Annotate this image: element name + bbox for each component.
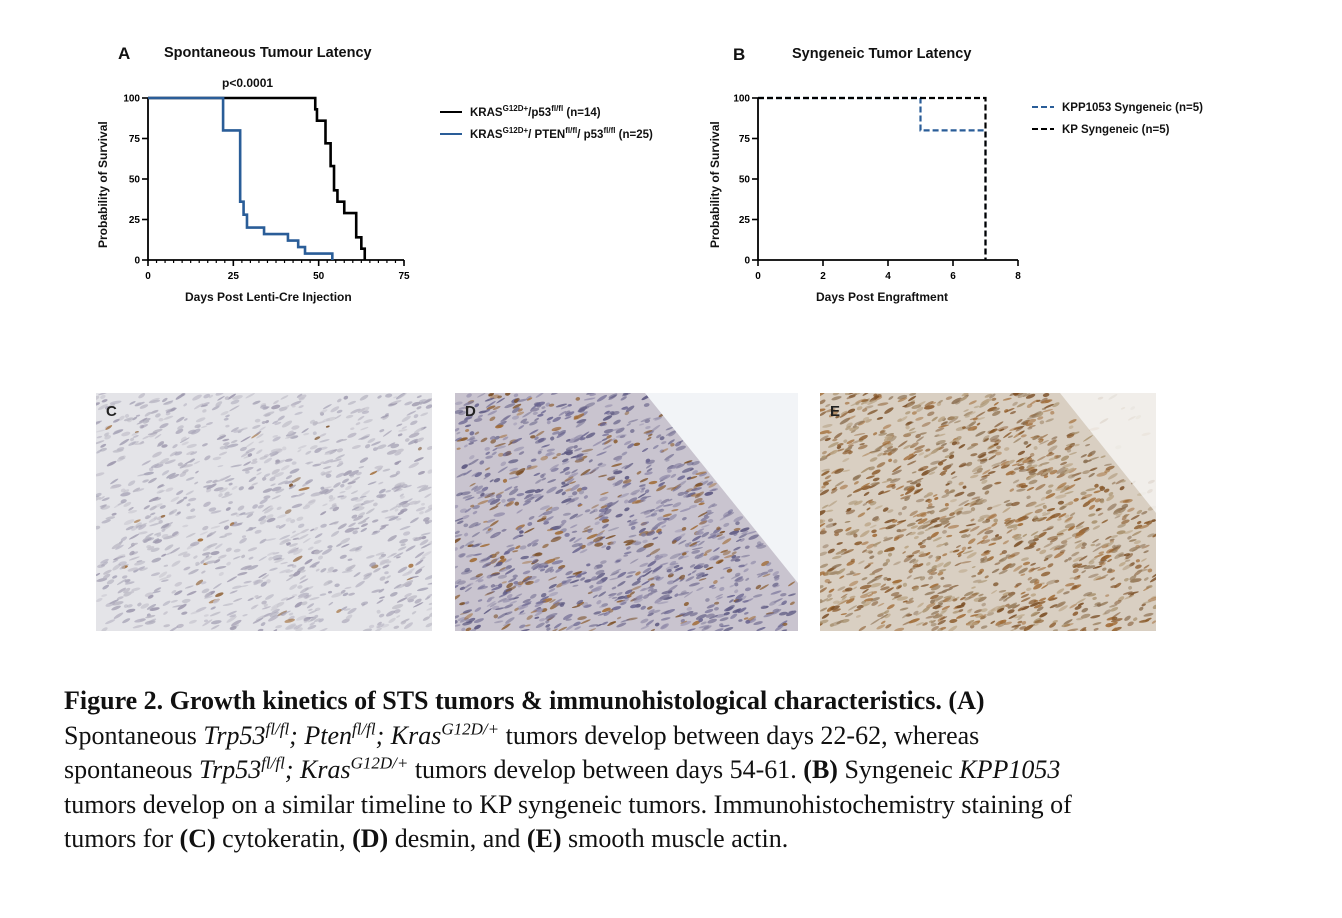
panel-b-xlabel: Days Post Engraftment xyxy=(816,290,949,304)
tissue-cells xyxy=(820,393,1156,631)
y-tick-label: 100 xyxy=(733,94,750,105)
panel-a-legend: KRASG12D+/p53fl/fl (n=14) KRASG12D+/ PTE… xyxy=(440,98,653,142)
panel-a-xlabel: Days Post Lenti-Cre Injection xyxy=(185,290,352,304)
x-tick-label: 25 xyxy=(228,271,240,282)
legend-item-kpp1053: KPP1053 Syngeneic (n=5) xyxy=(1032,97,1203,119)
series-1-line xyxy=(758,96,987,260)
histology-image-e: E xyxy=(820,393,1156,631)
y-tick-label: 100 xyxy=(123,94,140,105)
panel-b-letter: B xyxy=(733,45,746,64)
legend-item-kpp: KRASG12D+/ PTENfl/fl/ p53fl/fl (n=25) xyxy=(440,120,653,142)
series-2-line xyxy=(758,96,987,260)
legend-item-kp: KRASG12D+/p53fl/fl (n=14) xyxy=(440,98,653,120)
x-tick-label: 6 xyxy=(950,271,956,282)
histology-image-c: C xyxy=(96,393,432,631)
panel-a-pvalue: p<0.0001 xyxy=(222,76,274,90)
tissue-cells xyxy=(96,393,432,631)
series-2-line xyxy=(148,96,334,260)
panel-a-letter: A xyxy=(118,44,131,63)
slide-background xyxy=(645,393,798,583)
y-tick-label: 0 xyxy=(134,256,140,267)
x-tick-label: 2 xyxy=(820,271,826,282)
y-tick-label: 0 xyxy=(744,256,750,267)
histology-label-e: E xyxy=(830,403,841,420)
legend-swatch-black-dashed xyxy=(1032,127,1054,130)
legend-item-kp-syngeneic: KP Syngeneic (n=5) xyxy=(1032,119,1203,141)
panel-a-title: Spontaneous Tumour Latency xyxy=(164,45,372,61)
caption-title: Figure 2. Growth kinetics of STS tumors … xyxy=(64,686,985,715)
x-tick-label: 4 xyxy=(885,271,891,282)
x-tick-label: 0 xyxy=(145,271,151,282)
series-1-line xyxy=(148,96,367,260)
x-tick-label: 50 xyxy=(313,271,325,282)
y-tick-label: 25 xyxy=(739,215,751,226)
x-tick-label: 0 xyxy=(755,271,761,282)
histology-label-c: C xyxy=(106,403,117,420)
figure-caption: Figure 2. Growth kinetics of STS tumors … xyxy=(64,686,1072,853)
x-tick-label: 8 xyxy=(1015,271,1021,282)
y-tick-label: 50 xyxy=(739,175,751,186)
y-tick-label: 50 xyxy=(129,175,141,186)
panel-b-title: Syngeneic Tumor Latency xyxy=(792,46,972,62)
x-tick-label: 75 xyxy=(398,271,410,282)
legend-swatch-blue-dashed xyxy=(1032,105,1054,108)
legend-swatch-black xyxy=(440,110,462,113)
y-tick-label: 75 xyxy=(739,134,751,145)
panel-b-legend: KPP1053 Syngeneic (n=5) KP Syngeneic (n=… xyxy=(1032,97,1203,141)
histology-image-d: D xyxy=(455,393,798,631)
legend-swatch-blue xyxy=(440,132,462,135)
histology-label-d: D xyxy=(465,403,476,420)
tissue-cells xyxy=(455,393,797,631)
slide-background xyxy=(1060,393,1156,513)
y-tick-label: 75 xyxy=(129,134,141,145)
y-tick-label: 25 xyxy=(129,215,141,226)
